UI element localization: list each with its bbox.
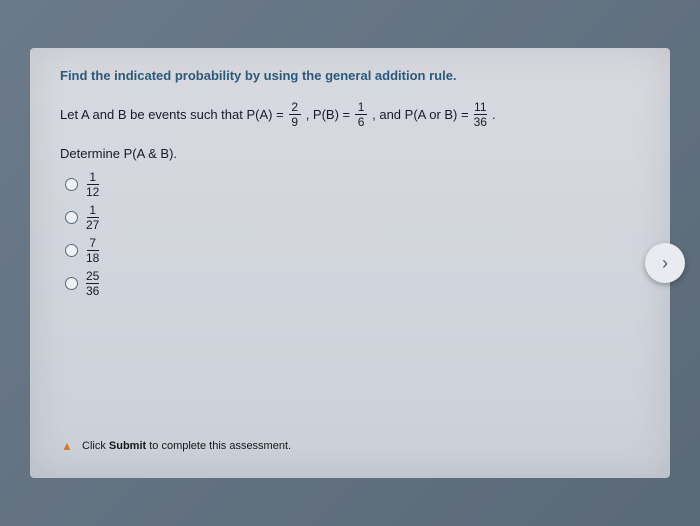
option-4-fraction: 25 36 bbox=[86, 270, 99, 297]
radio-option-4[interactable] bbox=[65, 277, 78, 290]
option-3-fraction: 7 18 bbox=[86, 237, 99, 264]
option-2-num: 1 bbox=[87, 204, 99, 218]
submit-bold: Submit bbox=[109, 440, 146, 452]
pab-numerator: 11 bbox=[474, 101, 486, 115]
radio-option-1[interactable] bbox=[65, 178, 78, 191]
question-prefix: Let A and B be events such that P(A) = bbox=[60, 107, 284, 122]
option-3-num: 7 bbox=[87, 237, 99, 251]
instruction-text: Find the indicated probability by using … bbox=[60, 68, 640, 83]
next-arrow-button[interactable]: › bbox=[645, 243, 685, 283]
pab-denominator: 36 bbox=[474, 115, 487, 128]
option-2[interactable]: 1 27 bbox=[65, 204, 640, 231]
warning-icon: ▲ bbox=[60, 439, 74, 453]
answer-options: 1 12 1 27 7 18 25 36 bbox=[65, 171, 640, 297]
question-panel: Find the indicated probability by using … bbox=[30, 48, 670, 478]
option-1-num: 1 bbox=[87, 171, 99, 185]
option-1[interactable]: 1 12 bbox=[65, 171, 640, 198]
option-4[interactable]: 25 36 bbox=[65, 270, 640, 297]
option-4-den: 36 bbox=[86, 284, 99, 297]
option-4-num: 25 bbox=[86, 270, 99, 284]
pa-numerator: 2 bbox=[289, 101, 301, 115]
question-mid1: , P(B) = bbox=[306, 107, 350, 122]
option-3-den: 18 bbox=[86, 251, 99, 264]
chevron-right-icon: › bbox=[662, 253, 668, 274]
radio-option-3[interactable] bbox=[65, 244, 78, 257]
submit-pre: Click bbox=[82, 440, 109, 452]
submit-instruction: ▲ Click Submit to complete this assessme… bbox=[60, 439, 291, 453]
option-1-den: 12 bbox=[86, 185, 99, 198]
radio-option-2[interactable] bbox=[65, 211, 78, 224]
determine-prompt: Determine P(A & B). bbox=[60, 146, 640, 161]
fraction-pb: 1 6 bbox=[355, 101, 367, 128]
fraction-pa: 2 9 bbox=[289, 101, 301, 128]
pb-numerator: 1 bbox=[355, 101, 367, 115]
option-1-fraction: 1 12 bbox=[86, 171, 99, 198]
option-2-den: 27 bbox=[86, 218, 99, 231]
submit-post: to complete this assessment. bbox=[146, 440, 291, 452]
option-2-fraction: 1 27 bbox=[86, 204, 99, 231]
fraction-pab: 11 36 bbox=[474, 101, 487, 128]
option-3[interactable]: 7 18 bbox=[65, 237, 640, 264]
question-mid2: , and P(A or B) = bbox=[372, 107, 468, 122]
question-suffix: . bbox=[492, 107, 496, 122]
question-statement: Let A and B be events such that P(A) = 2… bbox=[60, 101, 640, 128]
submit-text: Click Submit to complete this assessment… bbox=[82, 440, 291, 452]
pb-denominator: 6 bbox=[355, 115, 367, 128]
pa-denominator: 9 bbox=[289, 115, 301, 128]
